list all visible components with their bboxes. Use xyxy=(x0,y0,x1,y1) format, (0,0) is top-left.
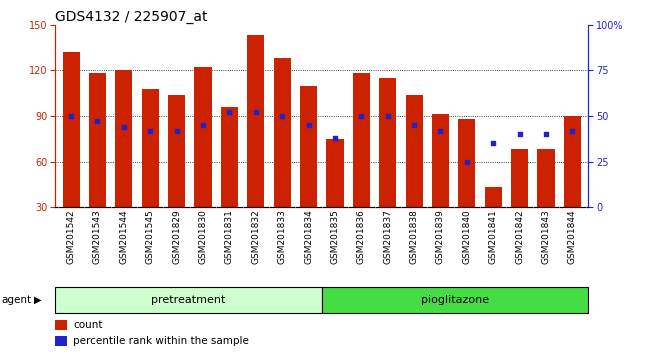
Point xyxy=(330,135,340,141)
Point xyxy=(304,122,314,128)
Point xyxy=(198,122,208,128)
Text: GSM201829: GSM201829 xyxy=(172,210,181,264)
Point xyxy=(462,159,472,164)
Bar xyxy=(458,119,475,207)
Text: GSM201832: GSM201832 xyxy=(252,210,260,264)
Point xyxy=(66,113,76,119)
Text: ▶: ▶ xyxy=(34,295,42,305)
Text: pioglitazone: pioglitazone xyxy=(421,295,489,305)
Point xyxy=(541,131,551,137)
Bar xyxy=(379,78,396,207)
Text: agent: agent xyxy=(1,295,31,305)
Text: GSM201841: GSM201841 xyxy=(489,210,498,264)
Point xyxy=(356,113,367,119)
Point xyxy=(409,122,419,128)
Text: GSM201837: GSM201837 xyxy=(384,210,392,264)
Bar xyxy=(485,187,502,207)
Text: GSM201830: GSM201830 xyxy=(198,210,207,264)
Point xyxy=(92,119,103,124)
Text: GSM201833: GSM201833 xyxy=(278,210,287,264)
Text: GDS4132 / 225907_at: GDS4132 / 225907_at xyxy=(55,10,208,24)
Bar xyxy=(326,139,343,207)
Text: GSM201838: GSM201838 xyxy=(410,210,419,264)
Bar xyxy=(322,287,588,313)
Text: GSM201842: GSM201842 xyxy=(515,210,524,264)
Point xyxy=(224,109,235,115)
Bar xyxy=(300,86,317,207)
Bar xyxy=(406,95,423,207)
Point xyxy=(488,141,499,146)
Text: GSM201544: GSM201544 xyxy=(120,210,128,264)
Point xyxy=(119,124,129,130)
Bar xyxy=(274,58,291,207)
Bar xyxy=(538,149,554,207)
Text: GSM201844: GSM201844 xyxy=(568,210,577,264)
Bar xyxy=(142,88,159,207)
Text: GSM201831: GSM201831 xyxy=(225,210,234,264)
Bar xyxy=(115,70,133,207)
Point xyxy=(514,131,525,137)
Bar xyxy=(511,149,528,207)
Bar xyxy=(55,287,322,313)
Point xyxy=(382,113,393,119)
Text: percentile rank within the sample: percentile rank within the sample xyxy=(73,336,249,346)
Text: GSM201843: GSM201843 xyxy=(541,210,551,264)
Text: GSM201542: GSM201542 xyxy=(66,210,75,264)
Bar xyxy=(221,107,238,207)
Bar xyxy=(55,320,67,330)
Bar xyxy=(564,116,581,207)
Bar xyxy=(168,95,185,207)
Point xyxy=(436,128,446,133)
Point xyxy=(145,128,155,133)
Point xyxy=(277,113,287,119)
Bar xyxy=(194,67,212,207)
Bar xyxy=(89,73,106,207)
Bar xyxy=(432,114,449,207)
Point xyxy=(251,109,261,115)
Bar xyxy=(62,52,80,207)
Bar xyxy=(353,73,370,207)
Text: GSM201834: GSM201834 xyxy=(304,210,313,264)
Text: GSM201840: GSM201840 xyxy=(462,210,471,264)
Text: GSM201545: GSM201545 xyxy=(146,210,155,264)
Text: pretreatment: pretreatment xyxy=(151,295,226,305)
Text: GSM201836: GSM201836 xyxy=(357,210,366,264)
Point xyxy=(567,128,578,133)
Text: GSM201839: GSM201839 xyxy=(436,210,445,264)
Bar xyxy=(55,336,67,346)
Text: count: count xyxy=(73,320,103,330)
Text: GSM201835: GSM201835 xyxy=(330,210,339,264)
Bar xyxy=(247,35,265,207)
Text: GSM201543: GSM201543 xyxy=(93,210,102,264)
Point xyxy=(172,128,182,133)
